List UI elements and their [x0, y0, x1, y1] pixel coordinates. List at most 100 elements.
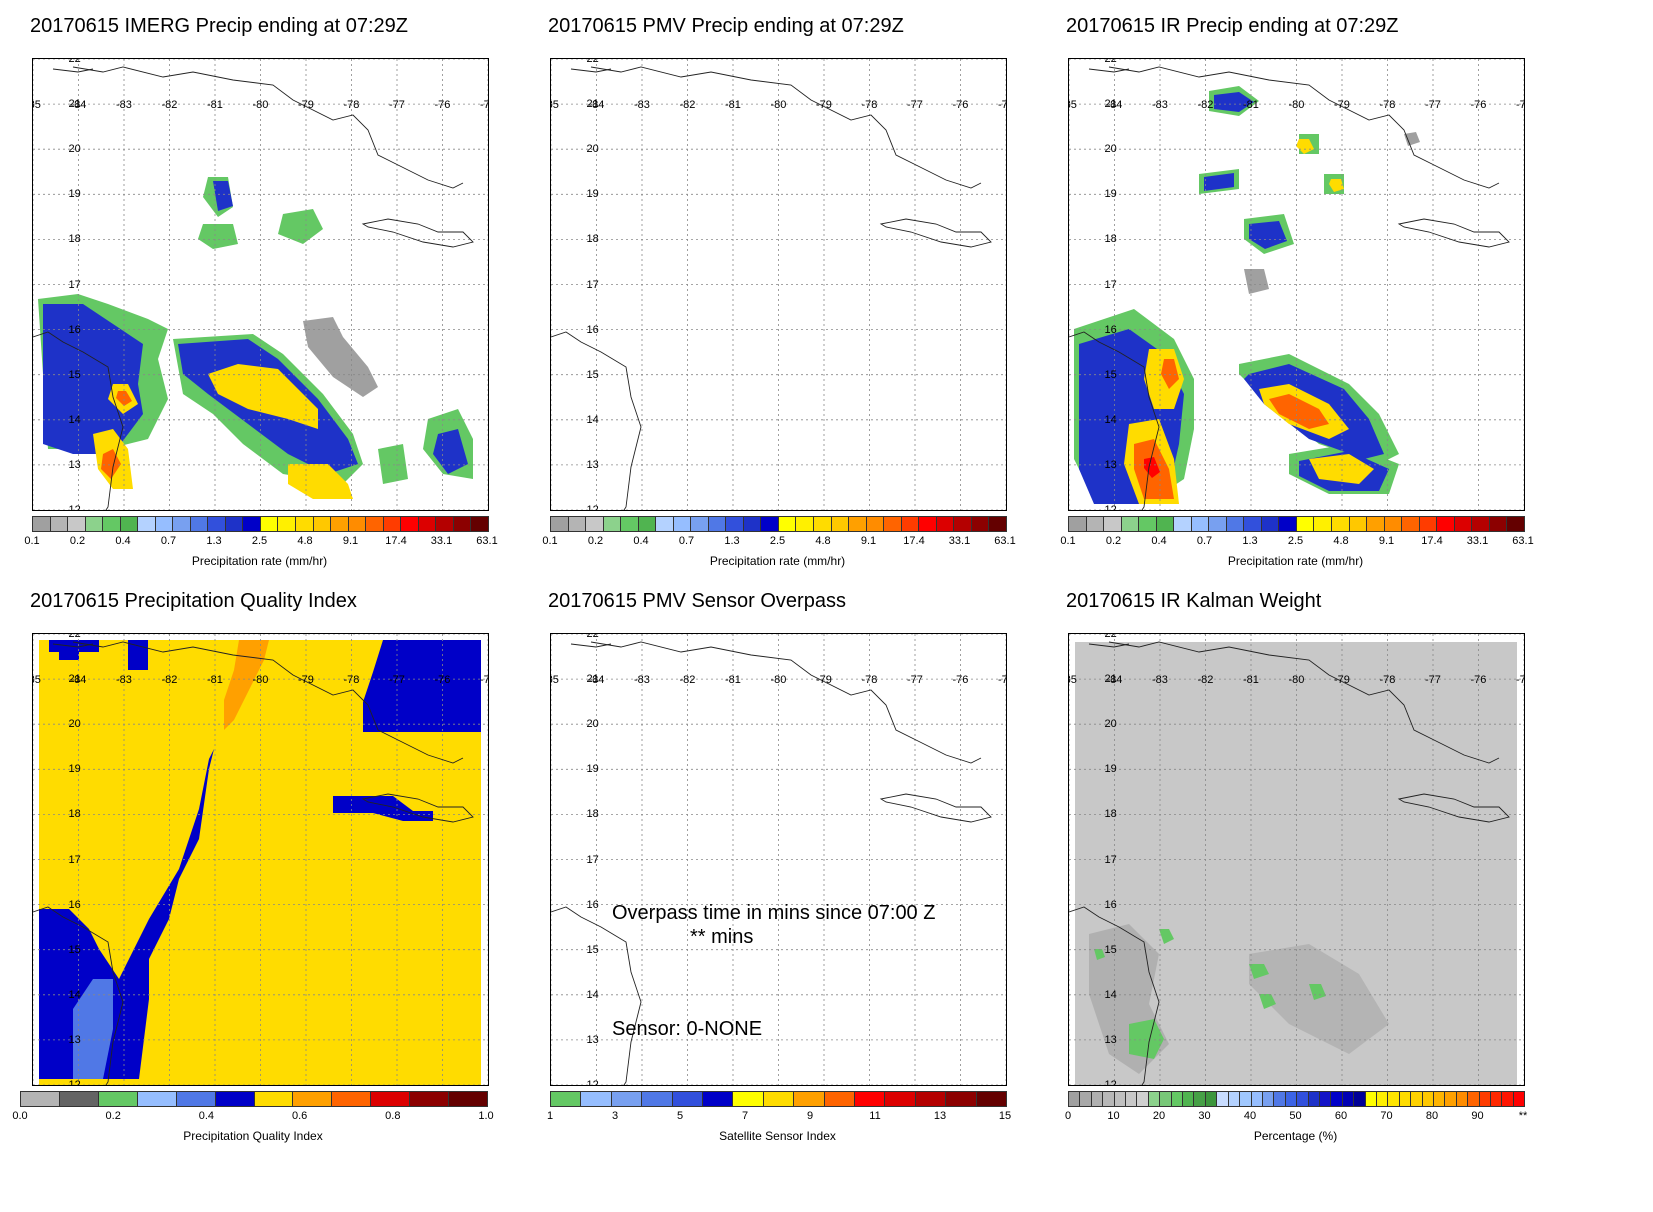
- kalman-map: -85 -84 -83 -82 -81 -80 -79 -78 -77 -76 -75 22 21 20 1…: [1068, 633, 1525, 1086]
- colorbar-swatch: [1103, 1092, 1115, 1106]
- colorbar-swatch: [761, 517, 779, 531]
- lon-label: -82: [1197, 674, 1214, 687]
- lon-label: -81: [725, 99, 741, 112]
- lat-label: 12: [68, 1079, 81, 1086]
- colorbar-swatch: [1472, 517, 1490, 531]
- pqi-field: [33, 634, 488, 1085]
- colorbar-swatch: [603, 517, 622, 531]
- colorbar-tick: 0.4: [115, 535, 131, 547]
- lat-label: 16: [586, 323, 599, 336]
- lat-label: 19: [586, 763, 599, 776]
- colorbar-swatch: [471, 517, 488, 531]
- lon-label: -78: [1379, 674, 1396, 687]
- overpass-title: 20170615 PMV Sensor Overpass: [548, 590, 846, 612]
- colorbar-tick: 1.0: [478, 1110, 494, 1122]
- colorbar-swatch: [1296, 517, 1315, 531]
- colorbar-tick: 2.5: [1287, 535, 1304, 547]
- lat-label: 12: [68, 504, 81, 511]
- lon-label: -78: [343, 99, 360, 112]
- lon-label: -82: [1197, 99, 1214, 112]
- colorbar-swatch: [1069, 1092, 1081, 1106]
- colorbar-swatch: [383, 517, 402, 531]
- lon-label: -80: [252, 674, 269, 687]
- colorbar-tick: 1.3: [724, 535, 740, 547]
- colorbar-swatch: [208, 517, 226, 531]
- colorbar-tick: 90: [1471, 1110, 1484, 1122]
- lon-label: -84: [588, 674, 605, 687]
- colorbar-tick: 2.5: [769, 535, 786, 547]
- colorbar-title: Precipitation rate (mm/hr): [709, 554, 846, 568]
- lon-label: -84: [588, 99, 605, 112]
- lat-label: 18: [1104, 233, 1117, 246]
- colorbar-swatch: [1489, 517, 1508, 531]
- lat-label: 20: [586, 718, 599, 731]
- colorbar-swatch: [586, 517, 604, 531]
- lat-label: 19: [586, 188, 599, 201]
- ir-map: -85 -84 -83 -82 -81 -80 -79 -78 -77 -76 -75 22 21 20 1…: [1068, 58, 1525, 511]
- colorbar-swatch: [1191, 517, 1210, 531]
- pmv-field: [551, 59, 1006, 510]
- colorbar-swatch: [1194, 1092, 1206, 1106]
- colorbar-title: Percentage (%): [1253, 1129, 1338, 1143]
- colorbar-title: Precipitation Quality Index: [183, 1129, 323, 1143]
- colorbar-swatch: [155, 517, 174, 531]
- colorbar-swatch: [1456, 1092, 1469, 1106]
- lon-label: -79: [816, 674, 832, 687]
- lat-label: 21: [68, 673, 81, 686]
- lon-label: -83: [1152, 674, 1168, 687]
- colorbar-swatch: [1513, 1092, 1525, 1106]
- lat-label: 22: [1104, 633, 1117, 640]
- colorbar-tick: 1.3: [206, 535, 222, 547]
- colorbar-swatch: [410, 1092, 450, 1106]
- colorbar-swatch: [849, 517, 867, 531]
- lat-label: 19: [68, 763, 81, 776]
- colorbar-tick: 17.4: [1421, 535, 1443, 547]
- coastline: [1069, 906, 1160, 1085]
- colorbar-swatch: [278, 517, 296, 531]
- pmv-title: 20170615 PMV Precip ending at 07:29Z: [548, 15, 904, 37]
- colorbar-tick: 9.1: [860, 535, 877, 547]
- colorbar-swatch: [1174, 517, 1192, 531]
- colorbar-tick: 9.1: [342, 535, 359, 547]
- colorbar-swatch: [884, 517, 902, 531]
- coastline: [570, 643, 612, 648]
- lon-label: -84: [70, 99, 87, 112]
- lat-label: 14: [586, 988, 599, 1001]
- lat-label: 17: [68, 278, 81, 291]
- lon-label: -83: [634, 674, 650, 687]
- overpass-time-note: Overpass time in mins since 07:00 Z: [612, 902, 936, 924]
- coastline: [1088, 643, 1130, 648]
- colorbar: [20, 1091, 488, 1107]
- lat-label: 19: [1104, 763, 1117, 776]
- lat-label: 22: [68, 633, 81, 640]
- colorbar-tick: 0.1: [1060, 535, 1076, 547]
- lat-label: 14: [586, 413, 599, 426]
- colorbar-swatch: [726, 517, 744, 531]
- lat-label: 13: [68, 458, 81, 471]
- colorbar-tick: 40: [1243, 1110, 1257, 1122]
- lat-label: 15: [586, 368, 599, 381]
- lat-label: 15: [586, 943, 599, 956]
- lon-label: -80: [770, 99, 787, 112]
- colorbar-swatch: [708, 517, 727, 531]
- lon-label: -76: [434, 674, 451, 687]
- colorbar-swatch: [989, 517, 1006, 531]
- kalman-field: [1069, 634, 1524, 1085]
- lat-label: 20: [1104, 718, 1117, 731]
- colorbar-swatch: [1502, 1092, 1514, 1106]
- colorbar-swatch: [794, 1092, 825, 1106]
- lon-label: -82: [161, 99, 178, 112]
- colorbar-tick: 0.2: [1105, 535, 1122, 547]
- lat-label: 18: [1104, 808, 1117, 821]
- lat-label: 18: [586, 233, 599, 246]
- colorbar-swatch: [946, 1092, 977, 1106]
- colorbar-swatch: [98, 1092, 138, 1106]
- imerg-field: [33, 59, 488, 510]
- lat-label: 15: [1104, 368, 1117, 381]
- lon-label: -84: [1106, 674, 1123, 687]
- colorbar-tick: 17.4: [903, 535, 925, 547]
- imerg-map: -85 -84 -83 -82 -81 -80 -79 -78 -77 -76 -75 22 21 20 1…: [32, 58, 489, 511]
- lat-label: 21: [586, 673, 599, 686]
- colorbar-tick: 0.2: [587, 535, 604, 547]
- lat-label: 19: [68, 188, 81, 201]
